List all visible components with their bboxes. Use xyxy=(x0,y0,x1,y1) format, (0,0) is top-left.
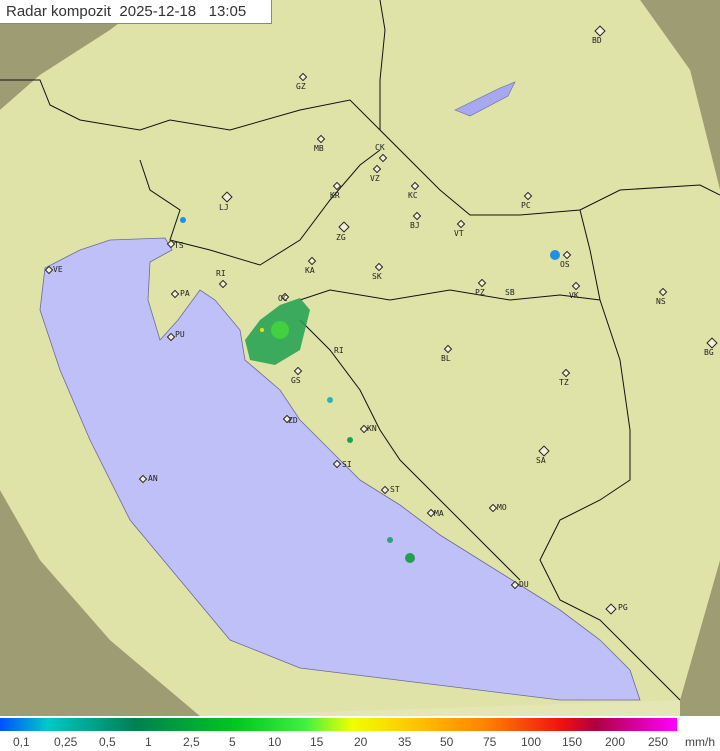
city-label: SB xyxy=(505,288,515,297)
city-label: TZ xyxy=(559,378,569,387)
city-label: PA xyxy=(180,289,190,298)
city-label: RI xyxy=(216,269,226,278)
city-label: OC xyxy=(278,294,288,303)
city-label: CK xyxy=(375,143,385,152)
legend-tick: 250 xyxy=(648,735,669,749)
date: 2025-12-18 xyxy=(119,3,197,20)
city-label: VT xyxy=(454,229,464,238)
legend-tick: 10 xyxy=(268,735,282,749)
city-label: NS xyxy=(656,297,666,306)
city-label: KC xyxy=(408,191,418,200)
legend-tick: 100 xyxy=(521,735,542,749)
legend-tick: 5 xyxy=(229,735,236,749)
city-label: RI xyxy=(334,346,344,355)
city-label: BG xyxy=(704,348,714,357)
legend-tick: 1 xyxy=(145,735,152,749)
legend-tick: 15 xyxy=(310,735,324,749)
legend-tick: 75 xyxy=(483,735,497,749)
time: 13:05 xyxy=(208,3,247,20)
borders xyxy=(0,0,720,701)
city-label: PU xyxy=(175,330,185,339)
city-label: BJ xyxy=(410,221,420,230)
legend-labels: 0,1 0,25 0,5 1 2,5 5 10 15 20 35 50 75 1… xyxy=(0,735,720,751)
legend-tick: 35 xyxy=(398,735,412,749)
city-label: LJ xyxy=(219,203,229,212)
city-label: OS xyxy=(560,260,570,269)
city-label: SK xyxy=(372,272,382,281)
city-label: GS xyxy=(291,376,301,385)
legend-tick: 50 xyxy=(440,735,454,749)
city-label: MO xyxy=(497,503,507,512)
city-label: TS xyxy=(174,241,184,250)
legend-tick: 0,5 xyxy=(99,735,116,749)
city-label: SI xyxy=(342,460,352,469)
sea xyxy=(39,237,641,701)
city-label: VK xyxy=(569,291,579,300)
radar-map[interactable] xyxy=(0,0,720,716)
city-label: VZ xyxy=(370,174,380,183)
city-label: BD xyxy=(592,36,602,45)
city-label: KA xyxy=(305,266,315,275)
precipitation-color-scale xyxy=(0,718,677,731)
legend-unit: mm/h xyxy=(685,735,715,749)
city-label: SA xyxy=(536,456,546,465)
legend-tick: 2,5 xyxy=(183,735,200,749)
city-label: ZD xyxy=(288,416,298,425)
city-label: MA xyxy=(434,509,444,518)
precipitation-echoes xyxy=(180,217,560,563)
legend-tick: 150 xyxy=(562,735,583,749)
city-label: ZG xyxy=(336,233,346,242)
legend-tick: 200 xyxy=(605,735,626,749)
city-label: MB xyxy=(314,144,324,153)
city-label: BL xyxy=(441,354,451,363)
city-label: PC xyxy=(521,201,531,210)
lake-balaton xyxy=(454,81,516,117)
legend-tick: 0,1 xyxy=(13,735,30,749)
city-label: DU xyxy=(519,580,529,589)
city-label: GZ xyxy=(296,82,306,91)
city-label: AN xyxy=(148,474,158,483)
city-label: PZ xyxy=(475,288,485,297)
city-label: KR xyxy=(330,191,340,200)
city-label: KN xyxy=(367,424,377,433)
legend-tick: 20 xyxy=(354,735,368,749)
city-label: VE xyxy=(53,265,63,274)
city-label: ST xyxy=(390,485,400,494)
city-label: PG xyxy=(618,603,628,612)
map-title: Radar kompozit 2025-12-18 13:05 xyxy=(0,0,272,24)
legend-tick: 0,25 xyxy=(54,735,78,749)
outside-coverage-area xyxy=(0,0,720,716)
product-name: Radar kompozit xyxy=(6,3,112,20)
